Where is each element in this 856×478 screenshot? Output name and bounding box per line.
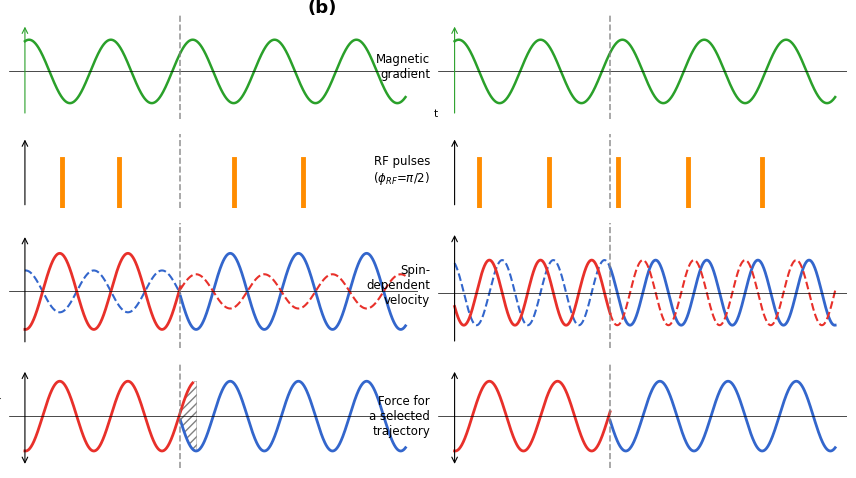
Text: time: time	[434, 109, 458, 119]
Text: Force for
a selected
trajectory: Force for a selected trajectory	[369, 395, 430, 438]
Text: RF pulses
($\phi_{RF}$=$\pi$/2): RF pulses ($\phi_{RF}$=$\pi$/2)	[373, 155, 430, 187]
Text: Spin-
dependent
velocity: Spin- dependent velocity	[366, 264, 430, 307]
Text: ⟨v↓⟩ ≠ ⟨v↑⟩: ⟨v↓⟩ ≠ ⟨v↑⟩	[9, 380, 74, 390]
Text: (b): (b)	[307, 0, 336, 17]
Text: ⟨v↓⟩ = ⟨v↑⟩: ⟨v↓⟩ = ⟨v↑⟩	[438, 380, 504, 390]
Text: Magnetic
gradient: Magnetic gradient	[376, 53, 430, 81]
